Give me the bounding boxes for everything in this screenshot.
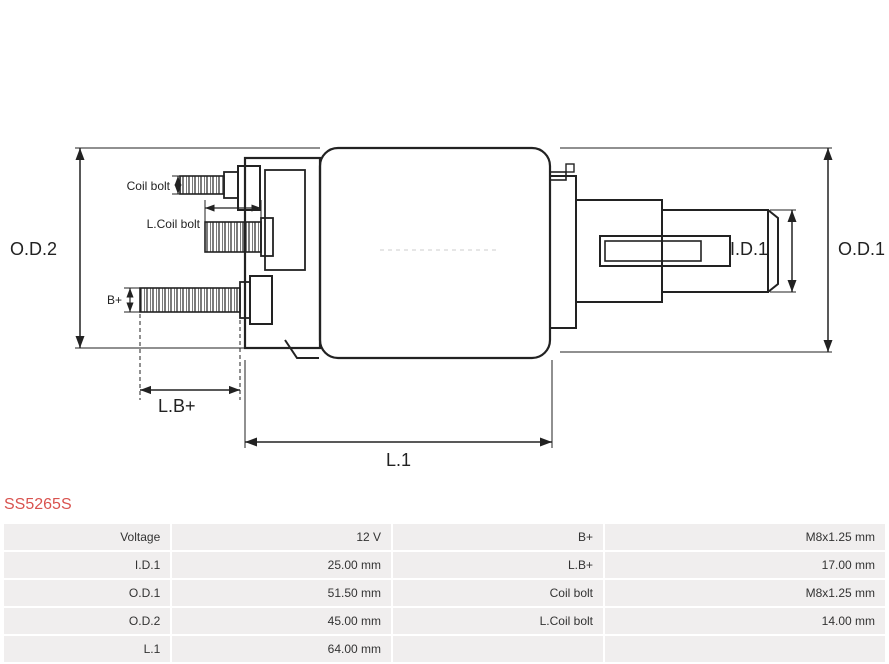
spec-label: Voltage [4,524,170,550]
spec-value: 25.00 mm [172,552,391,578]
spec-value: M8x1.25 mm [605,580,885,606]
spec-label: B+ [393,524,603,550]
dim-label-od2: O.D.2 [10,239,57,259]
spec-value: 45.00 mm [172,608,391,634]
spec-value: 64.00 mm [172,636,391,662]
spec-value: 17.00 mm [605,552,885,578]
table-row: I.D.1 25.00 mm L.B+ 17.00 mm [4,552,885,578]
dim-label-lbplus: L.B+ [158,396,196,416]
spec-value: M8x1.25 mm [605,524,885,550]
spec-label: Coil bolt [393,580,603,606]
spec-label: O.D.1 [4,580,170,606]
spec-value: 12 V [172,524,391,550]
dim-label-bplus: B+ [107,293,122,307]
table-row: O.D.1 51.50 mm Coil bolt M8x1.25 mm [4,580,885,606]
spec-label: L.1 [4,636,170,662]
part-number: SS5265S [0,490,889,522]
technical-drawing: O.D.2 O.D.1 I.D.1 Coil bolt L.Coil bolt … [0,0,889,490]
table-row: Voltage 12 V B+ M8x1.25 mm [4,524,885,550]
table-row: O.D.2 45.00 mm L.Coil bolt 14.00 mm [4,608,885,634]
dim-label-lcoilbolt: L.Coil bolt [147,217,201,231]
dim-label-id1: I.D.1 [730,239,768,259]
dim-label-l1: L.1 [386,450,411,470]
spec-value: 51.50 mm [172,580,391,606]
spec-value [605,636,885,662]
spec-label: L.B+ [393,552,603,578]
dim-label-coilbolt: Coil bolt [127,179,171,193]
spec-label: O.D.2 [4,608,170,634]
spec-value: 14.00 mm [605,608,885,634]
spec-label: L.Coil bolt [393,608,603,634]
table-row: L.1 64.00 mm [4,636,885,662]
spec-label [393,636,603,662]
spec-label: I.D.1 [4,552,170,578]
dim-label-od1: O.D.1 [838,239,885,259]
spec-table: Voltage 12 V B+ M8x1.25 mm I.D.1 25.00 m… [0,522,889,664]
